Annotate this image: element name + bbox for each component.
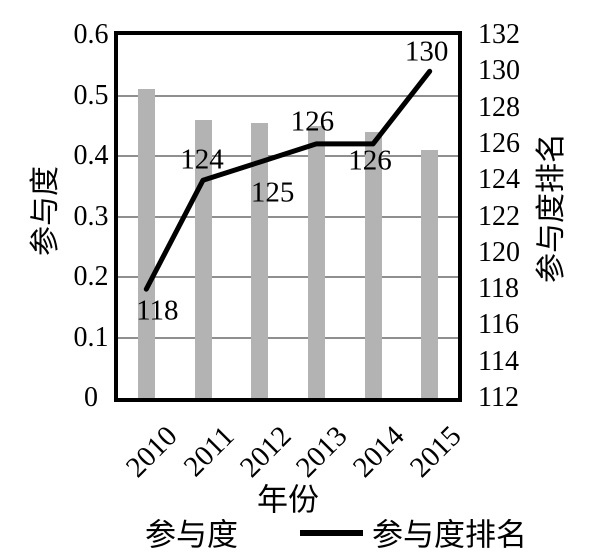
- left-axis-tick-label: 0.6: [73, 19, 109, 50]
- x-axis-title: 年份: [257, 482, 319, 518]
- legend-line-label: 参与度排名: [372, 517, 527, 553]
- right-axis-tick-label: 124: [478, 164, 520, 196]
- right-axis-title: 参与度排名: [535, 133, 568, 283]
- bar-2014: [364, 131, 382, 398]
- line-point-label: 124: [180, 143, 224, 176]
- right-axis-tick-label: 114: [478, 345, 519, 377]
- right-axis-tick-label: 130: [478, 55, 520, 87]
- legend-bar-label: 参与度: [145, 517, 238, 553]
- grid-line: [118, 336, 458, 339]
- bar-2013: [307, 125, 325, 398]
- left-axis-tick-label: 0.5: [73, 79, 109, 111]
- right-axis-tick-label: 132: [478, 19, 520, 50]
- legend-bar-swatch-icon: [70, 527, 133, 542]
- right-axis-tick-label: 112: [478, 382, 519, 413]
- grid-line: [118, 155, 458, 157]
- left-axis-tick-label: 0: [84, 382, 98, 413]
- line-point-label: 126: [290, 105, 335, 138]
- trend-line: [143, 68, 433, 292]
- grid-line: [118, 276, 458, 278]
- left-axis-title: 参与度: [29, 166, 62, 256]
- line-point-label: 130: [404, 35, 449, 68]
- right-axis-tick-label: 116: [478, 309, 519, 341]
- left-axis-tick-label: 0.1: [73, 321, 109, 353]
- grid-line: [118, 215, 458, 218]
- right-axis-tick-label: 128: [478, 91, 520, 123]
- right-axis-tick-label: 120: [478, 236, 520, 268]
- right-axis-tick-label: 126: [478, 127, 520, 159]
- legend-line-swatch-icon: [300, 530, 363, 536]
- right-axis-tick-label: 122: [478, 200, 520, 232]
- left-axis-tick-label: 0.3: [73, 200, 109, 232]
- line-point-label: 118: [136, 294, 179, 327]
- grid-line: [118, 94, 458, 97]
- left-axis-tick-label: 0.2: [73, 261, 109, 292]
- line-point-label: 125: [250, 176, 295, 209]
- line-point-label: 126: [348, 144, 392, 177]
- bar-2010: [137, 89, 155, 398]
- right-axis-tick-label: 118: [478, 273, 519, 305]
- bar-2012: [251, 122, 269, 398]
- bar-2015: [421, 149, 439, 398]
- left-axis-tick-label: 0.4: [73, 140, 109, 171]
